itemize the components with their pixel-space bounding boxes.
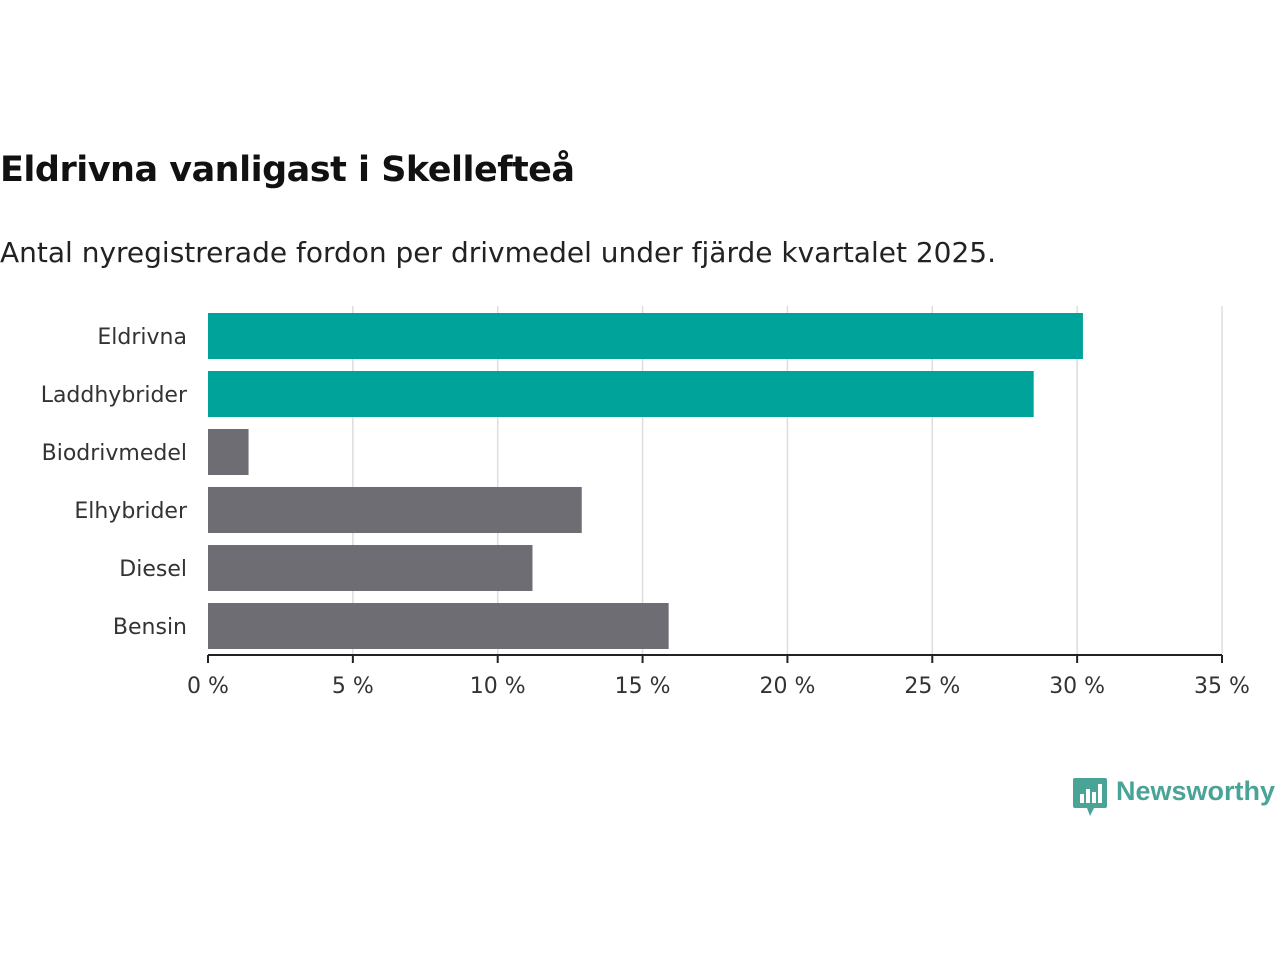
category-label: Biodrivmedel [42,441,187,466]
x-tick-label: 15 % [615,674,671,699]
x-tick-label: 25 % [904,674,960,699]
chart-subtitle: Antal nyregistrerade fordon per drivmede… [0,236,997,269]
chart-title: Eldrivna vanligast i Skellefteå [0,150,575,190]
x-tick-label: 5 % [332,674,374,699]
x-tick-label: 30 % [1049,674,1105,699]
category-label: Diesel [119,557,187,582]
bar-chart-speech-bubble-icon [1073,778,1107,816]
brand-logo: Newsworthy [1072,776,1275,820]
bar [208,545,533,591]
bar [208,313,1083,359]
brand-name: Newsworthy [1116,776,1276,806]
category-label: Elhybrider [74,499,188,524]
x-tick-label: 10 % [470,674,526,699]
bar-chart: Eldrivna Laddhybrider Biodrivmedel Elhybrid… [41,306,1250,699]
category-label: Eldrivna [97,325,187,350]
x-tick-label: 35 % [1194,674,1250,699]
bar [208,487,582,533]
bar [208,603,669,649]
bar [208,371,1034,417]
x-tick-label: 20 % [759,674,815,699]
x-tick-label: 0 % [187,674,229,699]
category-label: Bensin [113,615,187,640]
category-label: Laddhybrider [41,383,188,408]
bar [208,429,249,475]
